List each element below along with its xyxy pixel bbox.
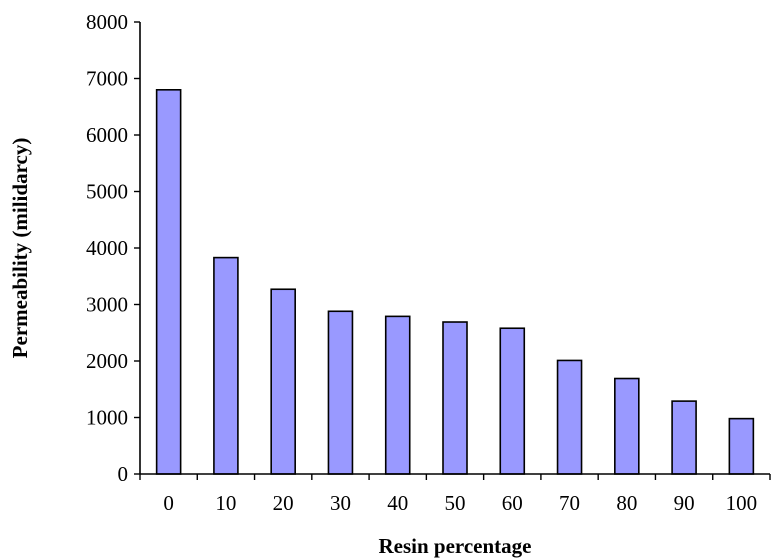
y-tick-label: 8000 [86,10,128,34]
bar-20 [270,288,296,475]
bar-10 [213,256,239,475]
bar-70 [556,359,583,475]
y-tick-label: 2000 [86,349,128,373]
y-axis-title: Permeability (milidarcy) [8,138,32,359]
bar-0 [155,89,182,475]
y-tick-label: 0 [118,462,129,486]
bar-80 [614,377,640,475]
x-tick-label: 60 [502,491,523,515]
y-tick-label: 5000 [86,180,128,204]
bars-group [155,89,755,475]
bar-60 [499,327,526,475]
x-tick-label: 90 [674,491,695,515]
y-tick-label: 7000 [86,67,128,91]
y-tick-label: 1000 [86,406,128,430]
x-tick-label: 10 [215,491,236,515]
bar-100 [728,417,755,475]
bar-90 [671,400,697,475]
y-tick-label: 6000 [86,123,128,147]
x-axis-ticks: 0 10 20 30 40 50 60 70 80 90 100 [139,474,771,515]
x-tick-label: 30 [330,491,351,515]
x-tick-label: 0 [163,491,174,515]
x-tick-label: 20 [273,491,294,515]
bar-50 [442,321,468,475]
bar-30 [327,310,354,475]
y-tick-label: 3000 [86,293,128,317]
y-tick-label: 4000 [86,236,128,260]
x-tick-label: 100 [726,491,758,515]
bar-40 [384,315,411,475]
x-tick-label: 80 [616,491,637,515]
x-tick-label: 40 [387,491,408,515]
x-tick-label: 50 [445,491,466,515]
y-axis-ticks: 0 1000 2000 3000 4000 5000 6000 7000 8000 [86,10,140,486]
x-axis-title: Resin percentage [379,534,532,558]
x-tick-label: 70 [559,491,580,515]
